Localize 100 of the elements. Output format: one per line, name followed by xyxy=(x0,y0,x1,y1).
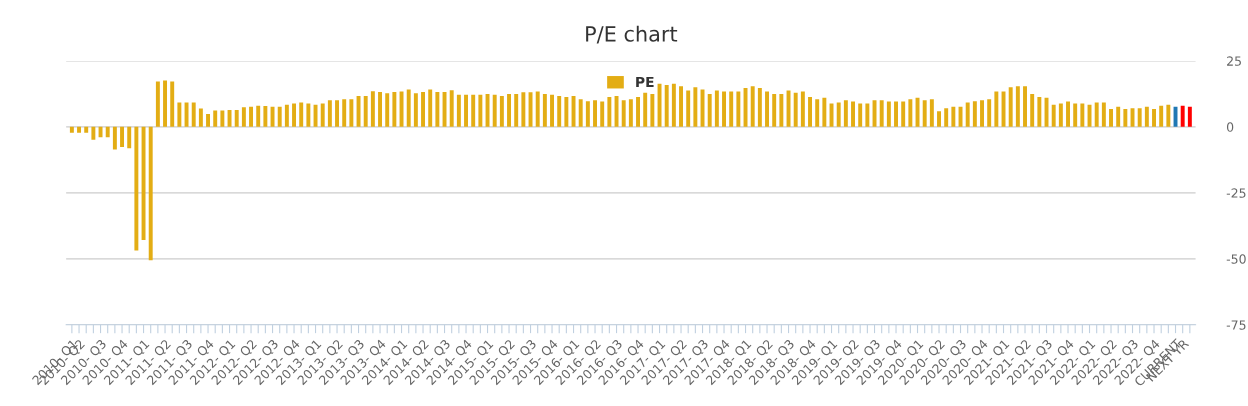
bar xyxy=(1080,103,1085,127)
bar xyxy=(399,91,404,127)
bar xyxy=(621,100,626,127)
bar xyxy=(349,99,354,127)
bar xyxy=(471,94,476,127)
bar xyxy=(714,90,719,127)
bar xyxy=(284,104,289,127)
y-tick-label: -50 xyxy=(1226,254,1246,264)
bar xyxy=(449,90,454,127)
bar xyxy=(392,92,397,127)
bar xyxy=(564,97,569,127)
bar xyxy=(292,103,297,127)
bar xyxy=(858,103,863,127)
bar xyxy=(356,96,361,127)
bar xyxy=(729,91,734,127)
bar xyxy=(750,86,755,127)
bar xyxy=(972,101,977,127)
bar xyxy=(241,107,246,127)
bar xyxy=(120,126,125,147)
bar xyxy=(643,92,648,127)
bar xyxy=(1101,102,1106,127)
y-tick-label: 0 xyxy=(1226,122,1234,132)
bar xyxy=(177,102,182,127)
bar xyxy=(134,126,139,251)
bar xyxy=(227,109,232,127)
bar xyxy=(944,108,949,127)
bar xyxy=(163,80,168,127)
bar xyxy=(779,93,784,127)
bar xyxy=(772,93,777,127)
bar xyxy=(929,99,934,127)
bar xyxy=(170,81,175,127)
bar xyxy=(277,106,282,127)
bar xyxy=(141,126,146,241)
bar xyxy=(557,96,562,127)
bar xyxy=(91,126,96,140)
bar xyxy=(363,96,368,127)
bar xyxy=(335,100,340,127)
bar xyxy=(421,92,426,127)
bar xyxy=(1159,105,1164,127)
bar xyxy=(1015,86,1020,127)
bar xyxy=(578,99,583,127)
bar xyxy=(965,102,970,127)
bar xyxy=(908,99,913,127)
bar xyxy=(736,91,741,127)
bar xyxy=(535,91,540,127)
bar xyxy=(1066,101,1070,127)
bar xyxy=(987,99,992,127)
bar xyxy=(1180,105,1185,127)
bar xyxy=(922,100,927,127)
bar xyxy=(105,126,110,138)
bar xyxy=(342,99,347,127)
bar xyxy=(148,126,153,261)
bar xyxy=(550,94,554,127)
bar xyxy=(98,126,103,138)
bar xyxy=(263,106,268,127)
bar xyxy=(413,93,418,127)
bar xyxy=(499,96,504,127)
bar xyxy=(1152,108,1156,127)
bar xyxy=(1094,102,1099,127)
bar xyxy=(757,88,762,127)
bar xyxy=(851,101,855,127)
bar xyxy=(879,100,884,127)
bar xyxy=(800,91,805,127)
bar xyxy=(442,92,447,127)
y-tick-label: -75 xyxy=(1226,320,1246,330)
bar xyxy=(657,83,662,127)
bar xyxy=(815,99,820,127)
bar xyxy=(220,110,225,127)
bar xyxy=(184,102,189,127)
bar xyxy=(213,110,218,127)
bar xyxy=(593,100,597,127)
bar xyxy=(994,91,999,127)
y-tick-label: -25 xyxy=(1226,188,1246,198)
bar xyxy=(664,84,669,127)
bar xyxy=(306,103,311,127)
bar xyxy=(865,103,870,127)
bar xyxy=(127,126,132,149)
bar xyxy=(1058,103,1063,127)
bar xyxy=(628,99,633,127)
bar xyxy=(822,97,827,127)
bar xyxy=(492,94,497,127)
bar xyxy=(894,101,898,127)
bar xyxy=(270,106,275,127)
bar xyxy=(901,101,906,127)
bar xyxy=(722,91,726,127)
bar xyxy=(707,93,712,127)
bar xyxy=(886,101,891,127)
bar xyxy=(951,106,956,127)
bar xyxy=(765,91,769,127)
bar xyxy=(585,101,590,127)
bar xyxy=(69,126,74,133)
bar xyxy=(299,102,304,127)
bar xyxy=(1123,108,1128,127)
bar xyxy=(542,93,547,127)
bar xyxy=(671,83,676,127)
bar xyxy=(1008,87,1013,127)
bar xyxy=(686,90,691,127)
bar xyxy=(464,94,469,127)
bar xyxy=(843,100,848,127)
bar xyxy=(521,92,526,127)
